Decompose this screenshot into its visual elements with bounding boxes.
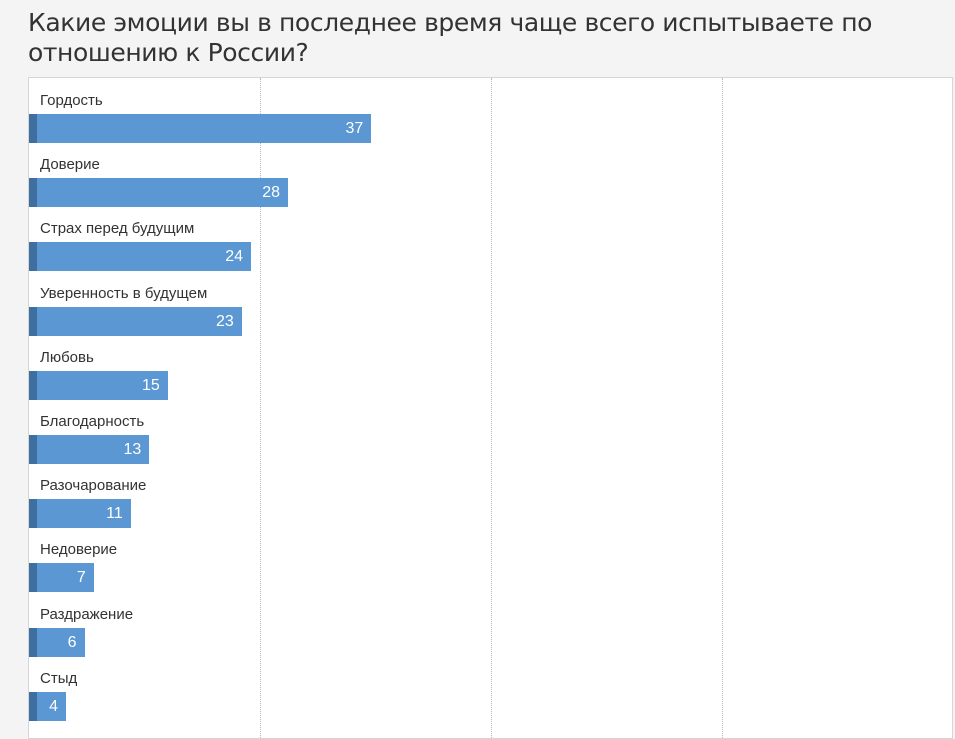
category-label: Благодарность xyxy=(40,413,145,430)
bar: 4 xyxy=(29,691,66,721)
category-label: Раздражение xyxy=(40,605,134,623)
gridline xyxy=(260,78,261,738)
bar: 24 xyxy=(29,242,251,272)
bar: 15 xyxy=(29,370,168,400)
bar-row: Гордость 37 xyxy=(29,92,952,154)
bar-value-label: 23 xyxy=(215,312,234,330)
bar: 13 xyxy=(29,435,150,464)
bar-value-label: 24 xyxy=(225,248,243,266)
bar-row: Любовь 15 xyxy=(29,349,952,411)
bar: 28 xyxy=(29,178,288,208)
bar-row: Благодарность 13 xyxy=(29,413,952,475)
category-label: Недоверие xyxy=(40,541,118,559)
bar-row: Доверие 28 xyxy=(29,156,952,218)
bar: 23 xyxy=(29,306,242,336)
category-label: Доверие xyxy=(40,156,100,174)
bar: 11 xyxy=(29,499,131,529)
bar-value-label: 7 xyxy=(76,569,86,587)
bar-value-label: 13 xyxy=(123,441,142,458)
chart-title: Какие эмоции вы в последнее время чаще в… xyxy=(28,8,873,67)
bar-row: Страх перед будущим 24 xyxy=(29,220,952,282)
category-label: Стыд xyxy=(40,669,78,687)
gridline xyxy=(722,78,723,738)
bar-row: Недоверие 7 xyxy=(29,541,952,603)
bar-row: Раздражение 6 xyxy=(29,606,952,668)
gridline xyxy=(491,78,492,738)
category-label: Страх перед будущим xyxy=(40,220,195,238)
bar-row: Уверенность в будущем 23 xyxy=(29,285,952,347)
bar-value-label: 15 xyxy=(141,376,160,394)
category-label: Разочарование xyxy=(40,477,147,495)
bar-value-label: 11 xyxy=(106,505,123,523)
bar-value-label: 28 xyxy=(262,184,280,202)
bar: 37 xyxy=(29,114,372,143)
bar-value-label: 37 xyxy=(345,120,364,137)
bar-row: Стыд 4 xyxy=(29,670,952,732)
bar: 7 xyxy=(29,563,94,593)
bar: 6 xyxy=(29,627,85,657)
bar-row: Разочарование 11 xyxy=(29,477,952,539)
category-label: Гордость xyxy=(40,92,103,109)
category-label: Любовь xyxy=(40,348,94,366)
bar-value-label: 4 xyxy=(49,697,58,715)
chart-area: Гордость 37 Доверие 28 Страх перед будущим 24… xyxy=(28,77,953,739)
category-label: Уверенность в будущем xyxy=(40,284,208,302)
bar-value-label: 6 xyxy=(67,633,77,651)
